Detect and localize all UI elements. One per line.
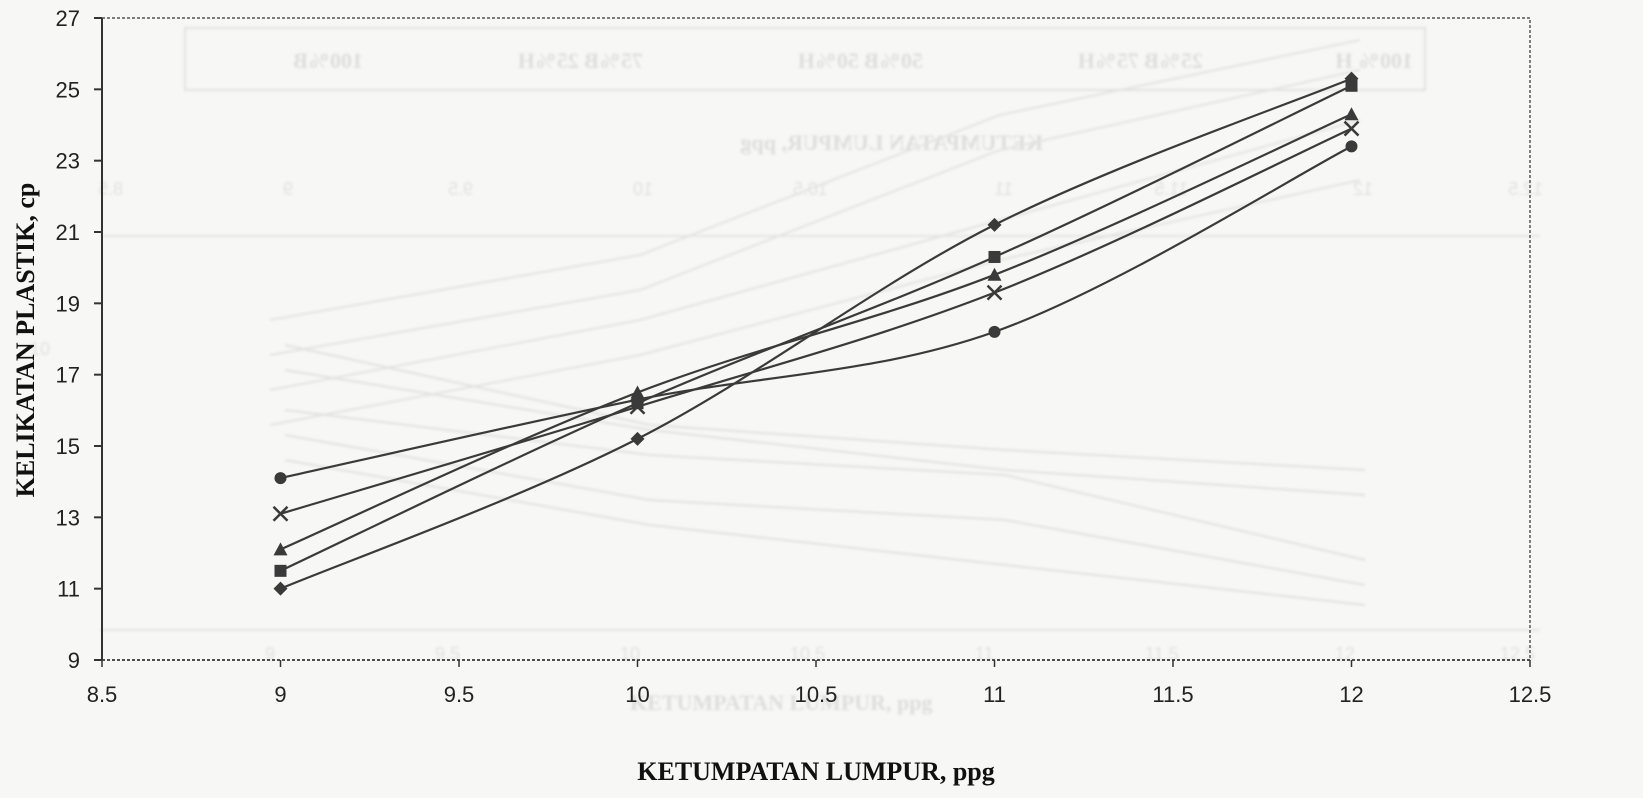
data-point-triangle [1344,107,1359,121]
ghost-mirror-tick: 11 [994,179,1013,199]
ghost-series-line [284,434,1366,586]
series-line-square [280,84,1352,572]
ghost-lower-tick: 10 [620,644,640,664]
ghost-lower-tick: 12.5 [1500,644,1535,664]
data-point-circle [988,325,1001,338]
data-point-square [1345,79,1358,92]
series-line-triangle [280,113,1352,551]
data-point-triangle [987,267,1002,281]
ghost-y-tick: 10 [30,339,50,359]
x-axis-title: KETUMPATAN LUMPUR, ppg [637,757,995,786]
ghost-legend-box [184,27,1426,91]
ghost-legend-label: 50%B 50%H [798,48,923,73]
ghost-lower-tick: 9 [265,644,275,664]
ghost-legend-label: 100%B [293,48,363,73]
plot-frame [101,17,1531,661]
x-tick-label: 11 [983,682,1006,707]
y-tick-label: 11 [57,577,80,602]
ghost-series-line [284,459,1366,606]
x-tick-label: 9.5 [444,682,475,707]
ghost-legend-label: 25%B 75%H [1078,48,1203,73]
data-point-diamond [987,217,1002,232]
ghost-series-line [284,369,1366,496]
data-point-triangle [273,542,288,556]
ghost-series-line [284,409,1366,561]
data-point-square [274,564,287,577]
y-tick-label: 19 [56,291,80,316]
ghost-legend-label: 100% H [1335,48,1413,73]
series-line-x [280,127,1352,515]
data-point-circle [631,393,644,406]
data-point-x [1343,120,1360,137]
ghost-title-mirror: KETUMPATAN LUMPUR, ppg [741,130,1044,155]
data-point-diamond [273,581,288,596]
ghost-xlabel: KETUMPATAN LUMPUR, ppg [630,690,933,715]
y-tick-label: 13 [56,505,80,530]
ghost-mirror-tick: 11.5 [1154,179,1188,199]
ghost-series-line [269,39,1361,321]
x-tick-label: 10 [625,682,649,707]
ghost-series-line [284,344,1366,471]
ghost-lower-tick: 10.5 [790,644,825,664]
ghost-lower-tick: 11 [975,644,994,664]
x-tick-label: 9 [274,682,286,707]
ghost-mirror-tick: 8.5 [98,179,123,199]
y-tick-label: 15 [56,434,80,459]
y-tick-label: 27 [56,6,80,31]
y-tick-label: 21 [56,220,80,245]
ghost-series-line [269,69,1361,356]
data-point-square [988,250,1001,263]
ghost-mirror-tick: 10 [633,179,653,199]
series-line-circle [280,145,1353,480]
y-tick-label: 25 [56,77,80,102]
ghost-mirror-tick: 12.5 [1508,179,1543,199]
ghost-mirror-tick: 12 [1353,179,1373,199]
series-layer [280,77,1353,590]
y-tick-label: 17 [56,363,80,388]
y-tick-label: 9 [68,648,80,673]
ghost-lower-tick: 11.5 [1145,644,1179,664]
x-tick-label: 12 [1339,682,1363,707]
ghost-lower-tick: 12 [1335,644,1355,664]
y-axis-title: KELIKATAN PLASTIK, cp [11,183,40,498]
y-tick-label: 23 [56,149,80,174]
x-tick-label: 11.5 [1152,682,1193,707]
data-point-x [272,505,289,522]
ghost-lower-tick: 9.5 [435,644,460,664]
axis-ticks: 9 11 13 15 17 19 21 23 25 27 8.5 9 9.5 10 10.5 11 11.5 12… [56,6,1552,707]
marker-layer [272,71,1360,596]
data-point-diamond [630,431,645,446]
ghost-series-line [269,179,1361,426]
data-point-x [986,284,1003,301]
data-point-circle [274,472,287,485]
x-tick-label: 8.5 [87,682,118,707]
series-line-diamond [280,77,1352,590]
data-point-circle [1345,140,1358,153]
ghost-mirror-tick: 9 [283,179,293,199]
x-tick-label: 12.5 [1509,682,1552,707]
ghost-legend-label: 75%B 25%H [518,48,643,73]
ghost-mirror-tick: 9.5 [448,179,473,199]
x-tick-label: 10.5 [795,682,838,707]
